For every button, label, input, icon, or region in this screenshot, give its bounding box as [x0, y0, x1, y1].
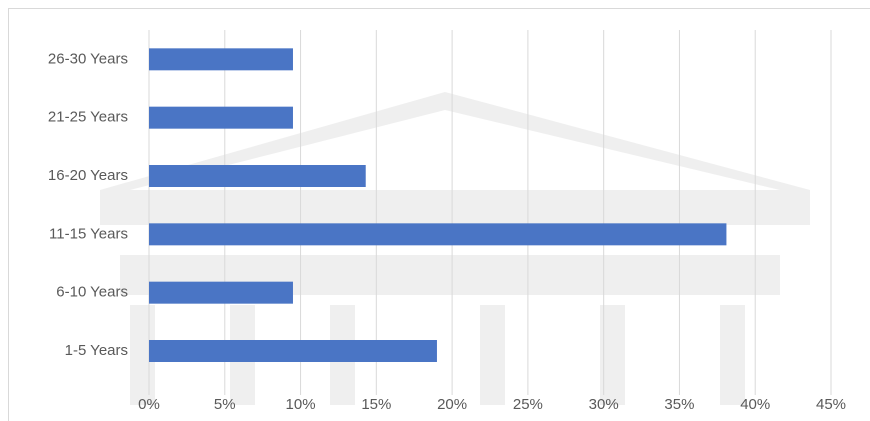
x-tick-label: 25%: [513, 396, 543, 413]
bar: [149, 106, 293, 129]
y-tick-label: 1-5 Years: [65, 342, 128, 359]
y-tick-label: 16-20 Years: [48, 167, 128, 184]
x-tick-label: 45%: [816, 396, 846, 413]
x-tick-label: 30%: [589, 396, 619, 413]
x-tick-label: 5%: [214, 396, 236, 413]
x-tick-label: 15%: [361, 396, 391, 413]
bar: [149, 223, 727, 246]
x-tick-label: 35%: [664, 396, 694, 413]
y-tick-label: 26-30 Years: [48, 50, 128, 67]
bar: [149, 48, 293, 71]
y-tick-label: 21-25 Years: [48, 109, 128, 126]
y-tick-label: 6-10 Years: [56, 284, 128, 301]
bar: [149, 165, 366, 187]
bar: [149, 281, 293, 304]
x-tick-label: 0%: [138, 396, 160, 413]
y-tick-label: 11-15 Years: [49, 225, 128, 242]
x-tick-label: 10%: [286, 396, 316, 413]
bar: [149, 340, 437, 362]
x-tick-label: 40%: [740, 396, 770, 413]
x-tick-label: 20%: [437, 396, 467, 413]
chart-frame: [8, 8, 870, 421]
